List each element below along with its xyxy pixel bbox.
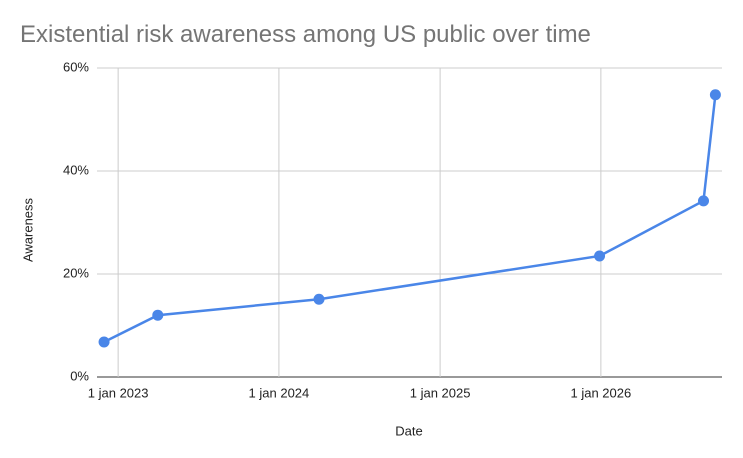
x-tick-label: 1 jan 2026 — [571, 385, 632, 400]
y-axis-label: Awareness — [20, 197, 35, 262]
x-tick-label: 1 jan 2023 — [88, 385, 149, 400]
point — [594, 250, 606, 262]
x-tick-label: 1 jan 2025 — [410, 385, 471, 400]
y-tick-label: 40% — [63, 162, 89, 177]
y-tick-label: 20% — [63, 265, 89, 280]
point — [698, 195, 710, 207]
y-tick-label: 0% — [70, 368, 89, 383]
x-axis-label: Date — [395, 423, 422, 438]
x-tick-label: 1 jan 2024 — [249, 385, 310, 400]
line — [103, 94, 717, 344]
point — [709, 89, 721, 101]
point — [98, 336, 110, 348]
point — [313, 293, 325, 305]
point — [152, 309, 164, 321]
y-tick-label: 60% — [63, 59, 89, 74]
chart-title: Existential risk awareness among US publ… — [20, 21, 591, 48]
